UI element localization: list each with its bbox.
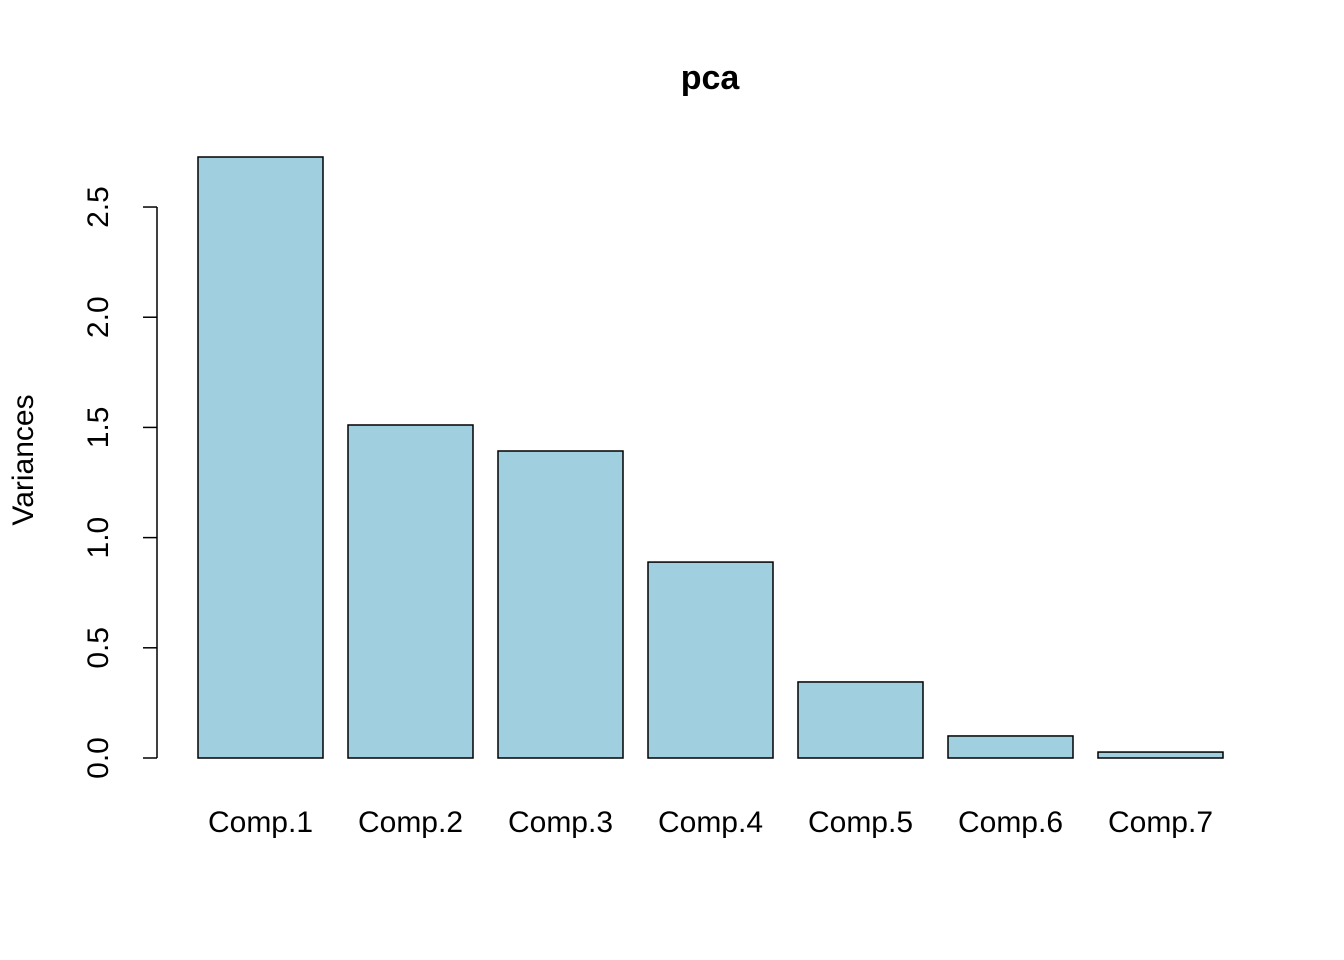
x-tick-label: Comp.7 [1108,806,1213,839]
y-tick-label: 1.5 [82,407,115,449]
x-tick-label: Comp.5 [808,806,913,839]
y-tick-label: 0.5 [82,627,115,669]
x-tick-label: Comp.3 [508,806,613,839]
chart-title: pca [681,59,741,97]
bar [497,450,624,759]
x-tick-label: Comp.6 [958,806,1063,839]
y-axis-label: Variances [7,394,40,525]
x-tick-label: Comp.4 [658,806,763,839]
bar [797,681,924,759]
y-tick-label: 2.0 [82,296,115,338]
y-tick-label: 1.0 [82,517,115,559]
bar [947,735,1074,759]
y-tick-label: 2.5 [82,186,115,228]
bar [1097,751,1224,759]
bar [347,424,474,759]
bar [647,561,774,759]
bar [197,156,324,759]
x-tick-label: Comp.1 [208,806,313,839]
x-tick-label: Comp.2 [358,806,463,839]
y-tick-label: 0.0 [82,737,115,779]
